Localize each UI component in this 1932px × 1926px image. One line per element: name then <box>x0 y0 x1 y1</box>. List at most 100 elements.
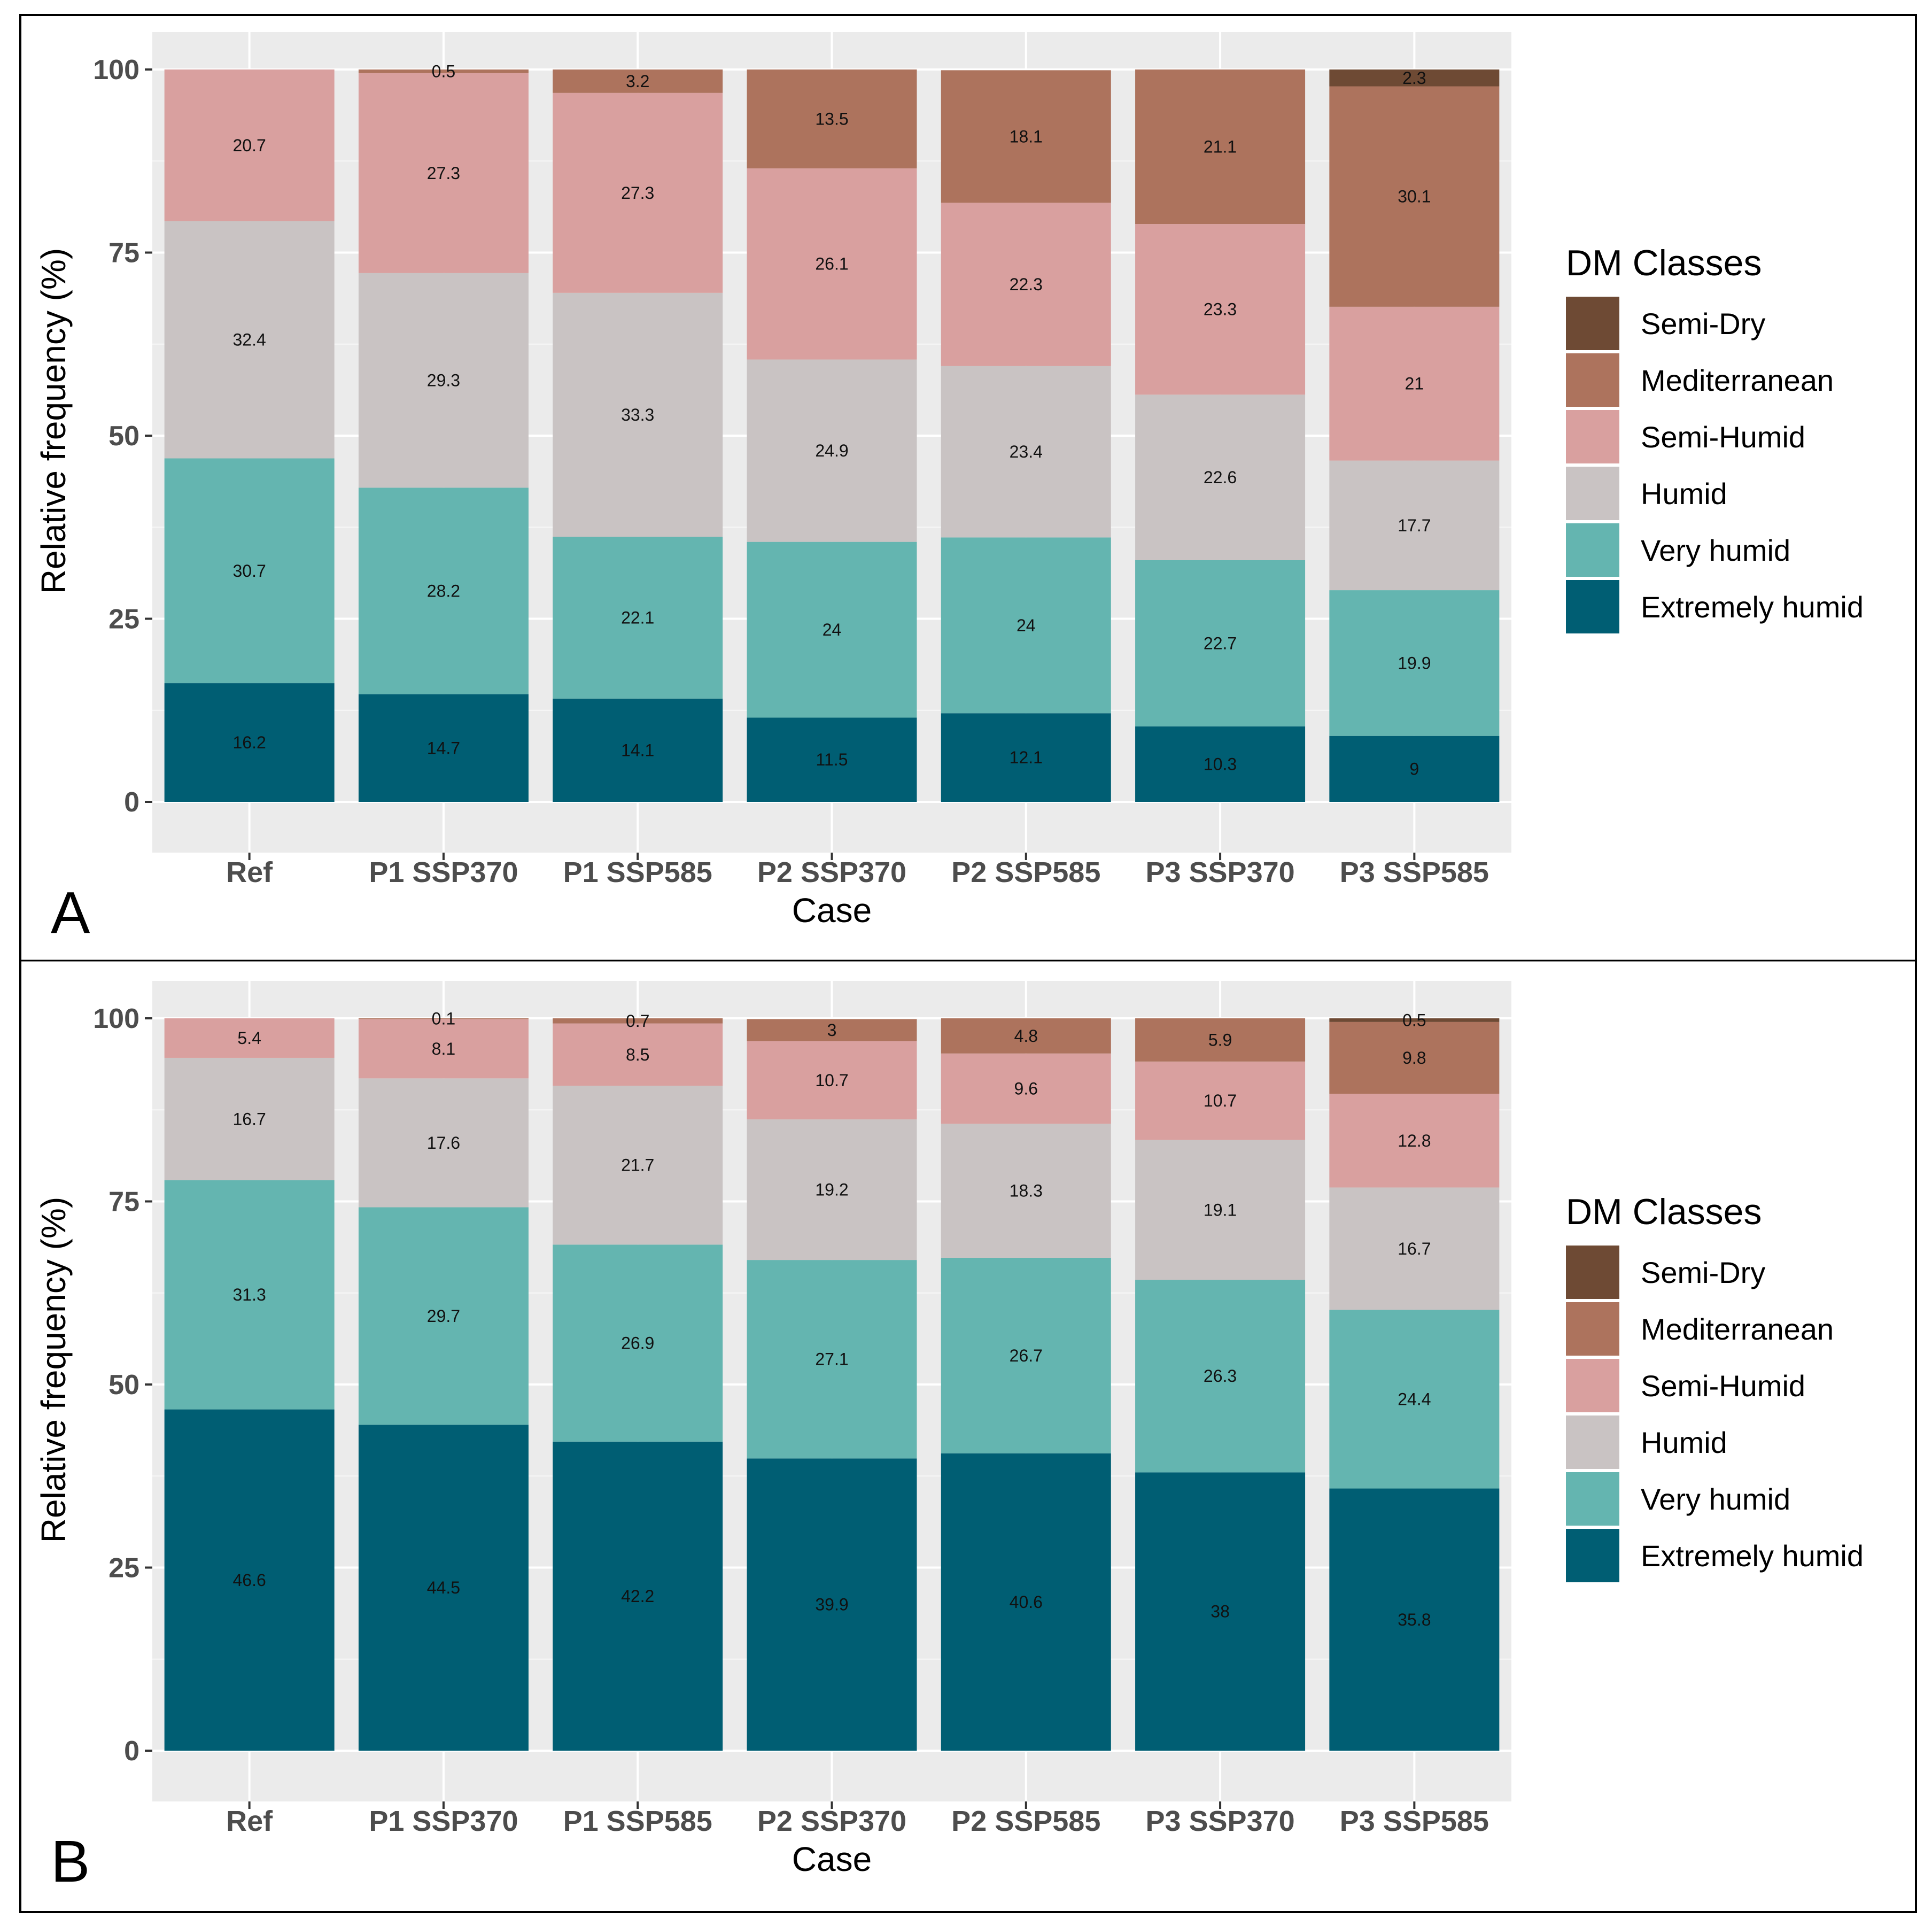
legend-title: DM Classes <box>1566 1192 1762 1232</box>
data-label: 24 <box>1017 616 1036 635</box>
data-label: 24.4 <box>1398 1389 1431 1409</box>
data-label: 30.7 <box>233 561 266 581</box>
data-label: 8.5 <box>626 1045 649 1064</box>
data-label: 17.6 <box>427 1133 460 1152</box>
legend-swatch <box>1566 1359 1619 1412</box>
bar-segment <box>1135 1140 1306 1280</box>
bar-stack-ref: 46.6 31.3 16.7 5.4 <box>164 1018 335 1751</box>
bar-segment <box>553 1023 723 1086</box>
legend-swatch <box>1566 353 1619 407</box>
bar-segment <box>941 203 1111 366</box>
bar-stack-p2-ssp370: 11.5 24 24.9 26.1 13.5 <box>747 69 917 802</box>
bar-segment <box>553 1086 723 1245</box>
legend-label: Extremely humid <box>1641 1539 1864 1573</box>
x-tick-label: P1 SSP585 <box>563 1805 712 1837</box>
bar-segment <box>747 542 917 718</box>
bar-segment <box>553 292 723 537</box>
data-label: 0.5 <box>432 61 455 81</box>
legend-label: Semi-Dry <box>1641 1256 1765 1289</box>
data-label: 19.1 <box>1204 1200 1237 1219</box>
bar-segment <box>358 488 529 694</box>
legend-swatch <box>1566 580 1619 633</box>
bar-segment <box>1329 1488 1500 1751</box>
bar-segment <box>941 713 1111 802</box>
panel-letter: B <box>51 1829 90 1894</box>
data-label: 4.8 <box>1014 1026 1038 1046</box>
data-label: 29.7 <box>427 1306 460 1326</box>
bar-segment <box>1329 306 1500 461</box>
data-label: 19.2 <box>815 1180 848 1200</box>
bar-stack-p3-ssp370: 10.3 22.7 22.6 23.3 21.1 <box>1135 69 1306 802</box>
bar-segment <box>1135 69 1306 225</box>
data-label: 32.4 <box>233 330 266 350</box>
legend-swatch <box>1566 1302 1619 1356</box>
data-label: 26.7 <box>1010 1346 1043 1365</box>
data-label: 40.6 <box>1010 1592 1043 1612</box>
bar-segment <box>553 537 723 699</box>
legend-swatch <box>1566 1416 1619 1469</box>
x-axis-title: Case <box>792 1840 872 1878</box>
y-tick-label: 75 <box>108 1187 139 1218</box>
y-tick-label: 0 <box>124 787 139 818</box>
bar-segment <box>1329 1018 1500 1022</box>
bar-segment <box>358 1207 529 1425</box>
x-tick-label: P1 SSP370 <box>369 1805 518 1837</box>
bar-stack-p2-ssp585: 12.1 24 23.4 22.3 18.1 <box>941 70 1111 802</box>
data-label: 16.7 <box>233 1109 266 1128</box>
data-label: 27.3 <box>621 183 654 203</box>
bar-segment <box>164 458 335 684</box>
bar-segment <box>1135 1472 1306 1751</box>
bar-stack-p1-ssp370: 44.5 29.7 17.6 8.1 0.1 <box>358 1009 529 1751</box>
bar-stack-p2-ssp370: 39.9 27.1 19.2 10.7 3 <box>747 1019 917 1751</box>
bar-segment <box>1329 1094 1500 1188</box>
data-label: 18.3 <box>1010 1181 1043 1201</box>
x-tick-label: P2 SSP370 <box>757 1805 906 1837</box>
legend-label: Semi-Humid <box>1641 1369 1805 1403</box>
data-label: 21 <box>1405 374 1424 393</box>
figure-frame <box>19 14 1917 1913</box>
bar-segment <box>553 1244 723 1442</box>
data-label: 23.3 <box>1204 300 1237 319</box>
data-label: 23.4 <box>1010 442 1043 461</box>
bar-stack-p1-ssp585: 14.1 22.1 33.3 27.3 3.2 <box>553 69 723 802</box>
bar-segment <box>747 1119 917 1260</box>
legend: DM Classes Semi-Dry Mediterranean Semi-Humi… <box>1566 1192 1864 1582</box>
data-label: 14.1 <box>621 740 654 760</box>
bar-segment <box>941 1453 1111 1751</box>
bar-segment <box>164 69 335 221</box>
panel-letter: A <box>51 880 90 946</box>
data-label: 22.6 <box>1204 468 1237 487</box>
y-tick-label: 100 <box>93 1003 139 1034</box>
x-tick-label: P3 SSP370 <box>1145 856 1294 888</box>
bar-segment <box>164 683 335 802</box>
bar-segment <box>1329 69 1500 87</box>
x-tick-label: P2 SSP370 <box>757 856 906 888</box>
y-tick-label: 75 <box>108 238 139 269</box>
data-label: 12.1 <box>1010 748 1043 767</box>
bar-segment <box>941 1257 1111 1453</box>
bar-segment <box>164 1409 335 1751</box>
bar-segment <box>1329 86 1500 307</box>
data-label: 24 <box>823 620 842 639</box>
data-label: 44.5 <box>427 1578 460 1597</box>
data-label: 16.2 <box>233 733 266 752</box>
bar-stack-p3-ssp370: 38 26.3 19.1 10.7 5.9 <box>1135 1018 1306 1751</box>
data-label: 8.1 <box>432 1039 455 1058</box>
bar-stack-ref: 16.2 30.7 32.4 20.7 <box>164 69 335 802</box>
data-label: 11.5 <box>816 750 848 769</box>
data-label: 38 <box>1211 1602 1230 1621</box>
bar-segment <box>553 1441 723 1751</box>
x-tick-label: P2 SSP585 <box>951 856 1100 888</box>
legend-swatch <box>1566 297 1619 350</box>
legend-label: Mediterranean <box>1641 1312 1834 1346</box>
bar-segment <box>747 1260 917 1459</box>
x-tick-label: Ref <box>226 1805 273 1837</box>
data-label: 39.9 <box>815 1595 848 1614</box>
data-label: 9 <box>1409 759 1419 778</box>
y-tick-label: 0 <box>124 1736 139 1767</box>
legend-swatch <box>1566 1472 1619 1526</box>
data-label: 3.2 <box>626 72 649 91</box>
bar-segment <box>747 717 917 802</box>
bar-segment <box>1135 395 1306 560</box>
